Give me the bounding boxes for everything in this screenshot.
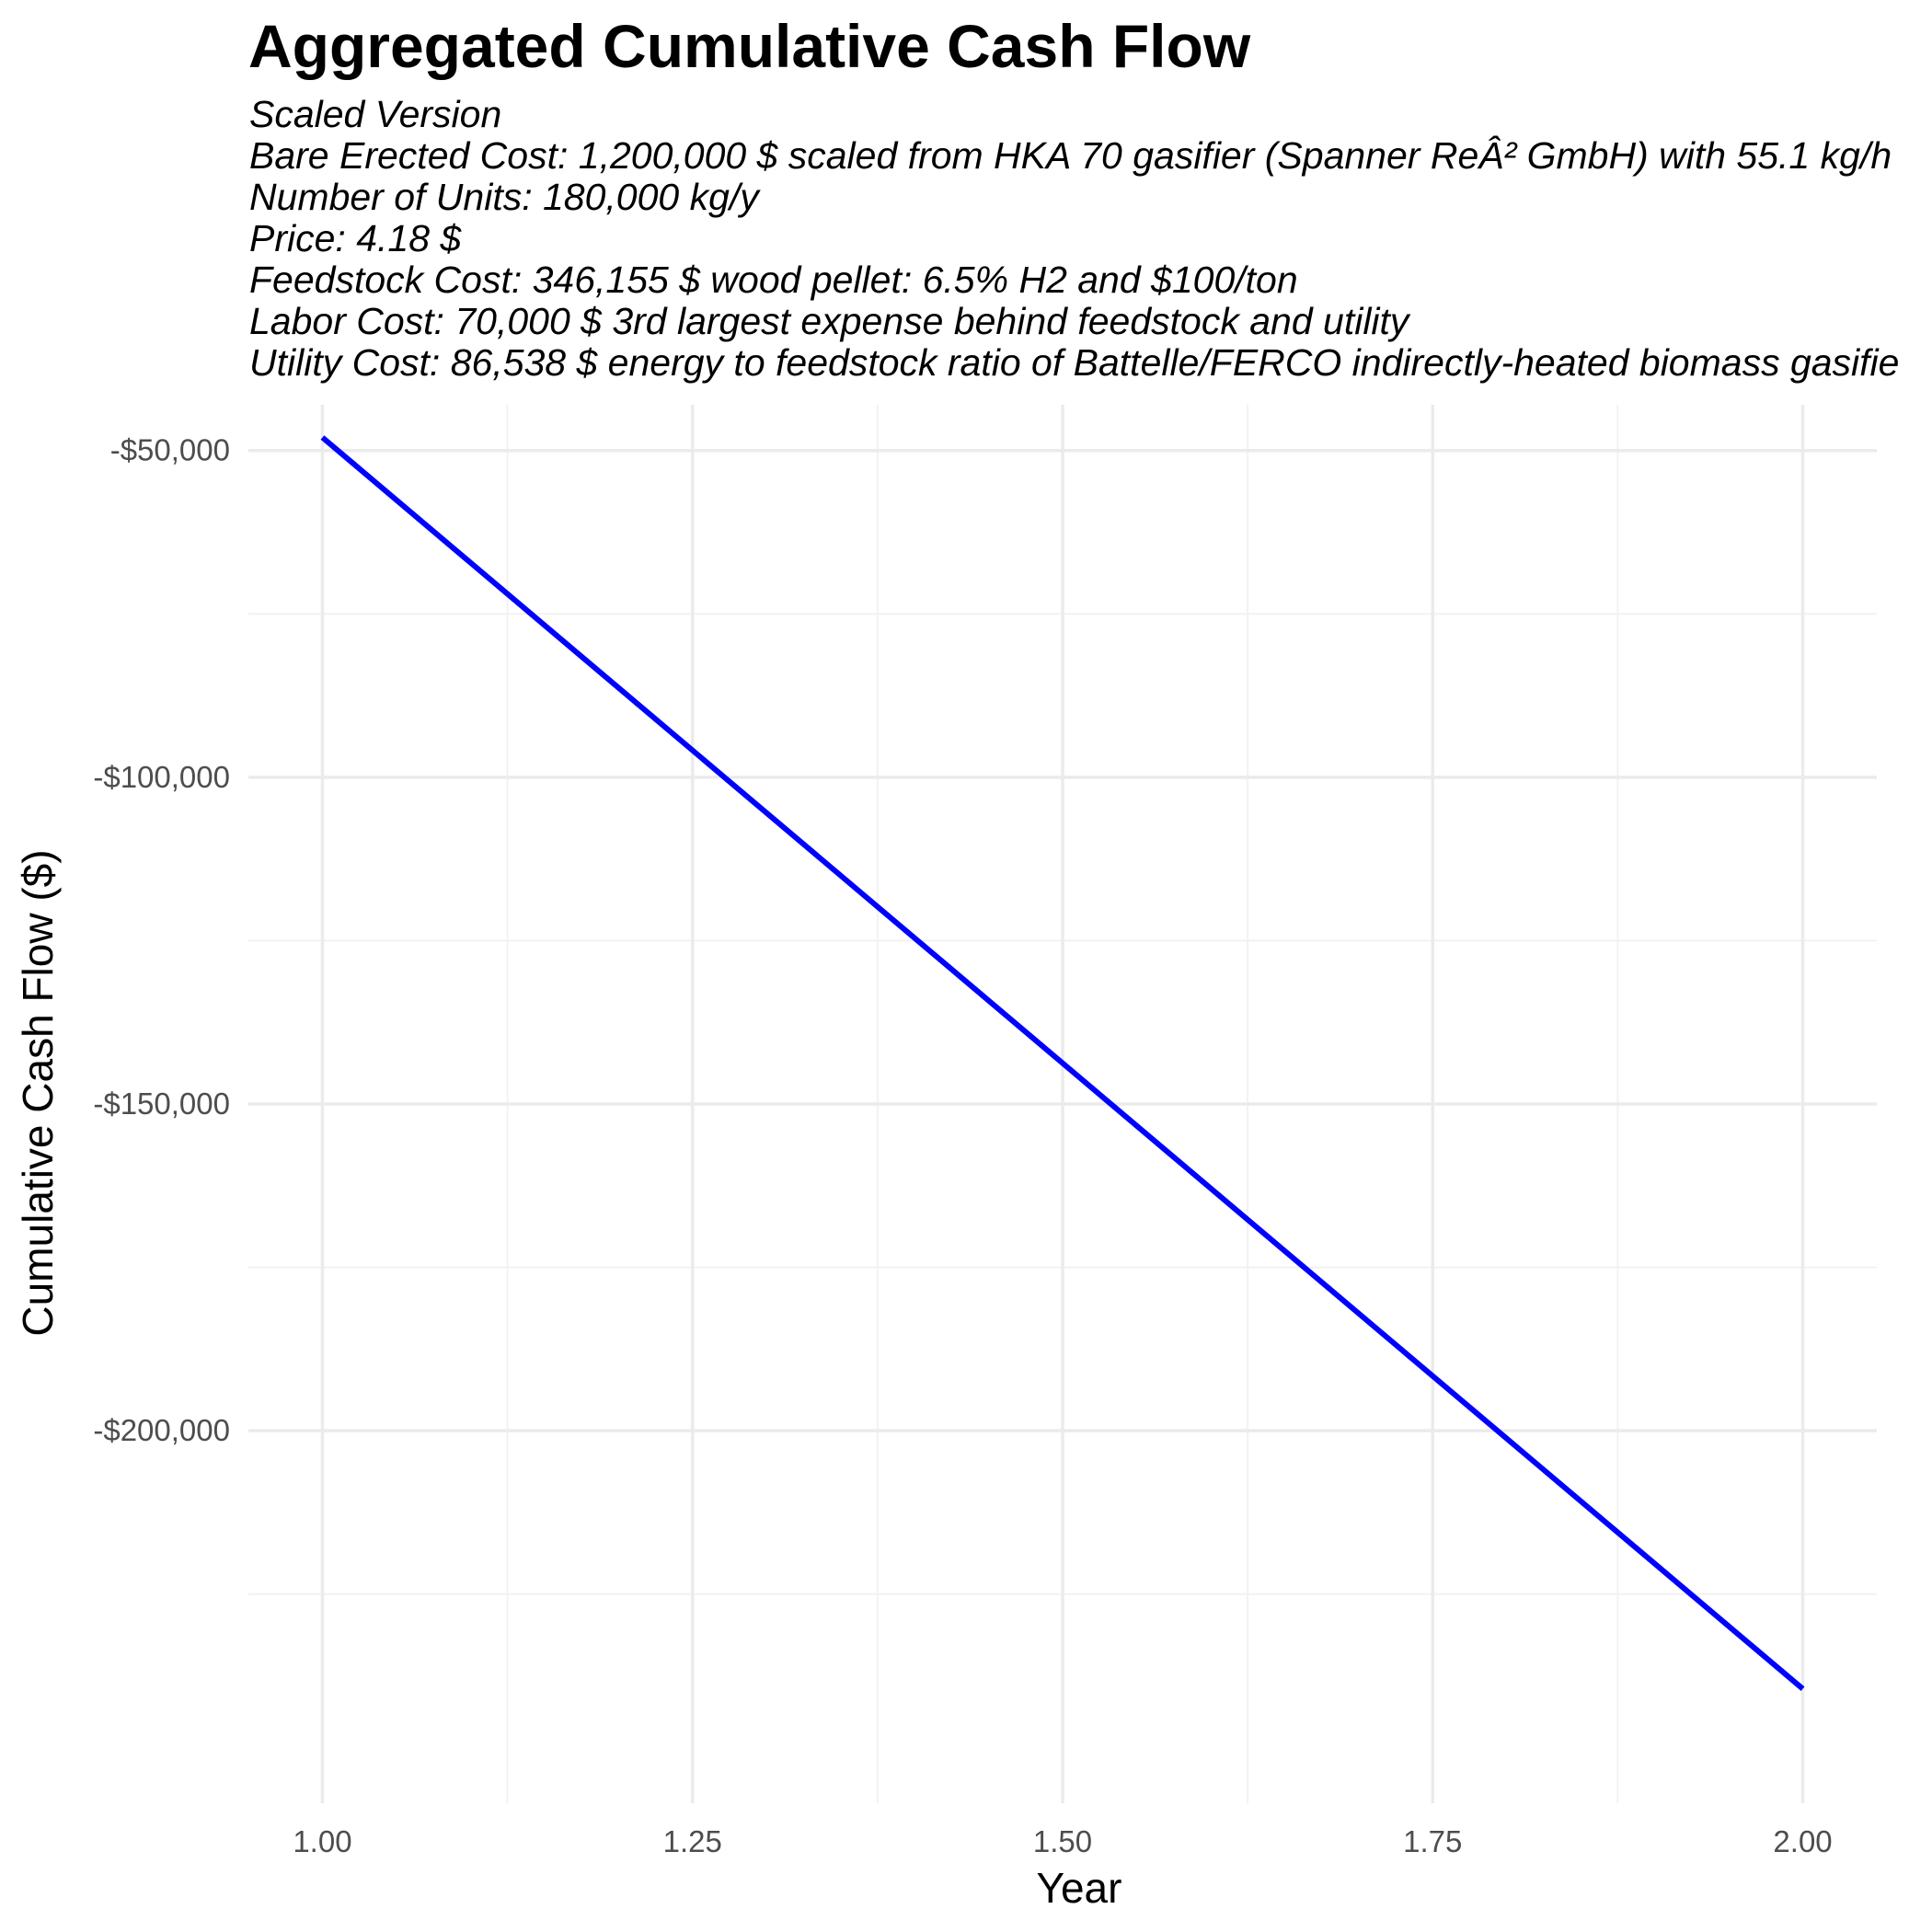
subtitle-line: Utility Cost: 86,538 $ energy to feedsto… xyxy=(249,341,1900,384)
subtitle-line: Bare Erected Cost: 1,200,000 $ scaled fr… xyxy=(249,134,1892,177)
x-tick-label: 1.00 xyxy=(293,1824,351,1858)
chart-subtitle: Scaled Version Bare Erected Cost: 1,200,… xyxy=(249,94,1932,384)
x-tick-label: 1.25 xyxy=(663,1824,722,1858)
series-line xyxy=(320,435,1805,1691)
y-tick-label: -$50,000 xyxy=(110,433,230,467)
subtitle-line: Feedstock Cost: 346,155 $ wood pellet: 6… xyxy=(249,259,1298,301)
x-tick-label: 1.50 xyxy=(1033,1824,1092,1858)
subtitle-line: Price: 4.18 $ xyxy=(249,217,462,259)
major-gridlines xyxy=(248,405,1877,1803)
x-tick-label: 2.00 xyxy=(1773,1824,1832,1858)
y-tick-label: -$200,000 xyxy=(93,1413,230,1447)
y-axis-title: Cumulative Cash Flow ($) xyxy=(14,849,62,1336)
y-axis-ticks: -$50,000 -$100,000 -$150,000 -$200,000 xyxy=(93,433,230,1447)
subtitle-line: Number of Units: 180,000 kg/y xyxy=(249,176,759,218)
chart-title: Aggregated Cumulative Cash Flow xyxy=(248,12,1251,80)
x-axis-title: Year xyxy=(1037,1864,1122,1912)
subtitle-line: Labor Cost: 70,000 $ 3rd largest expense… xyxy=(249,300,1409,342)
series-layer xyxy=(320,435,1805,1691)
x-tick-label: 1.75 xyxy=(1403,1824,1462,1858)
y-tick-label: -$100,000 xyxy=(93,760,230,794)
y-tick-label: -$150,000 xyxy=(93,1087,230,1121)
subtitle-line: Scaled Version xyxy=(249,94,502,135)
x-axis-ticks: 1.00 1.25 1.50 1.75 2.00 xyxy=(293,1824,1832,1858)
